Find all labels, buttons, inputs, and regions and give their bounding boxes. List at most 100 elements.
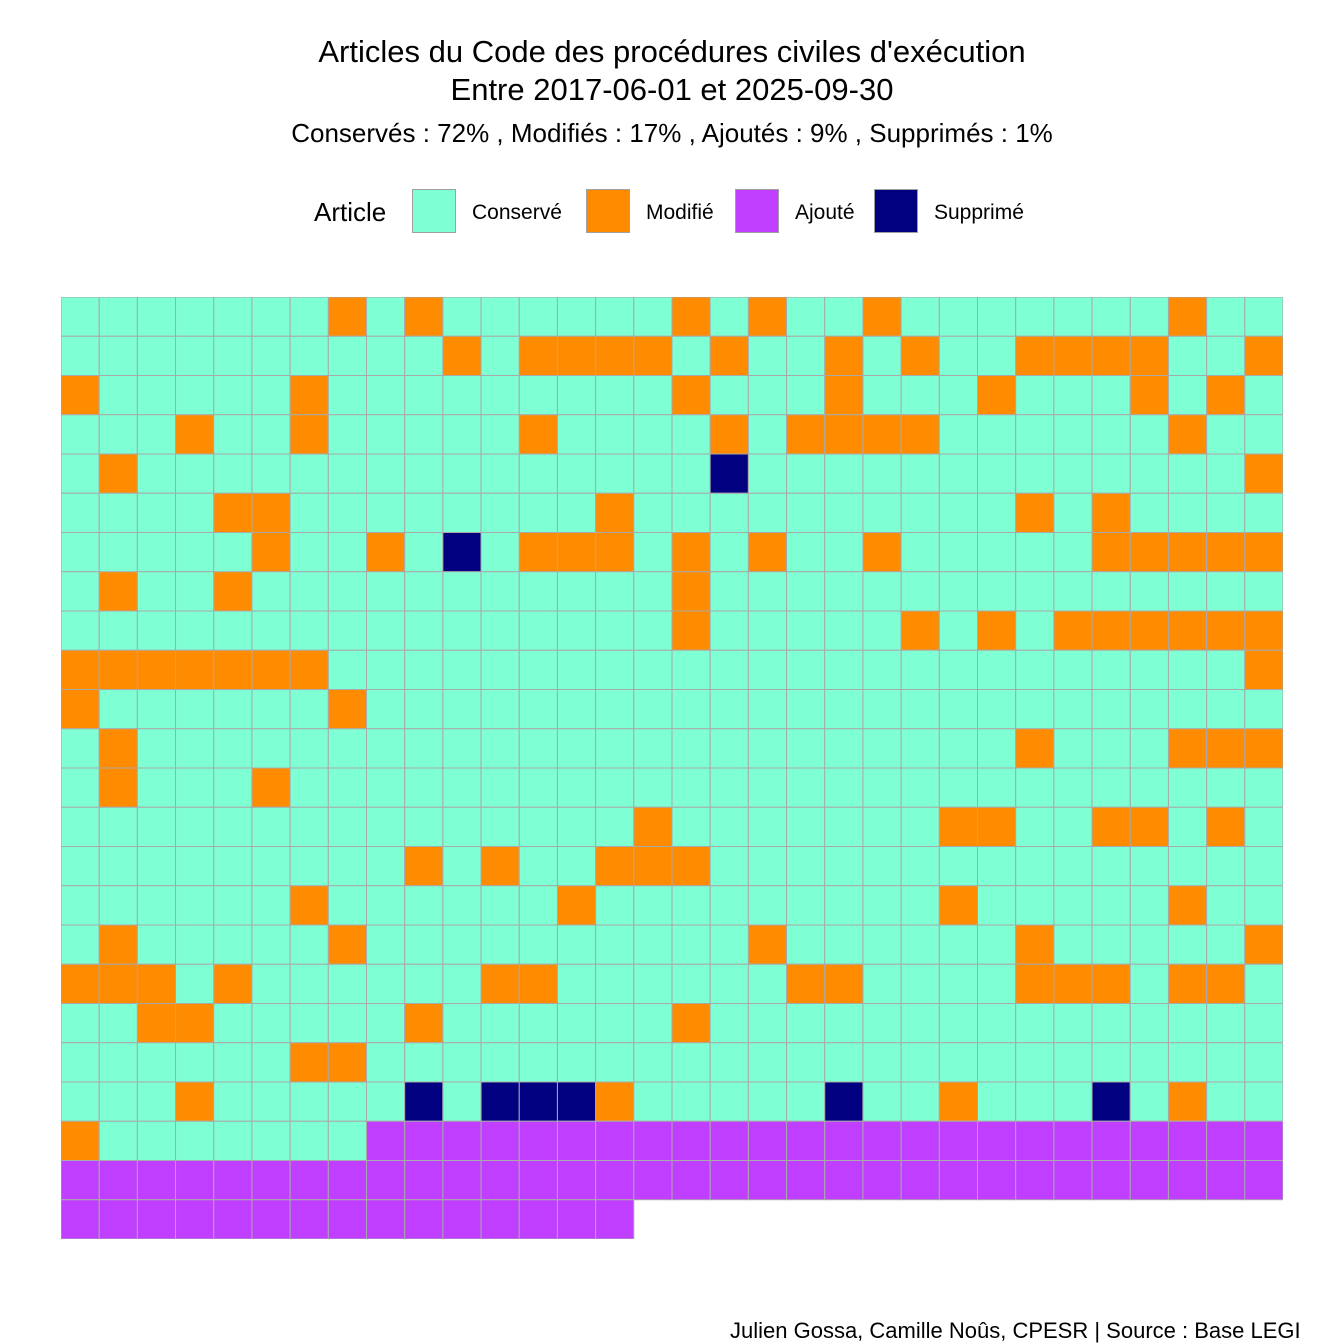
cell-conserve <box>327 1003 367 1044</box>
cell-conserve <box>175 806 215 847</box>
cell-conserve <box>480 1042 520 1083</box>
cell-conserve <box>1129 1042 1169 1083</box>
cell-conserve <box>327 571 367 612</box>
cell-modifie <box>747 532 788 573</box>
cell-conserve <box>747 335 788 376</box>
cell-conserve <box>977 297 1017 337</box>
cell-modifie <box>136 1003 177 1044</box>
cell-modifie <box>824 335 864 376</box>
cell-conserve <box>136 610 177 651</box>
cell-conserve <box>900 767 940 808</box>
cell-conserve <box>938 492 978 533</box>
cell-conserve <box>824 571 864 612</box>
cell-ajoute <box>98 1160 138 1201</box>
cell-conserve <box>786 610 826 651</box>
cell-modifie <box>98 767 138 808</box>
cell-conserve <box>1053 532 1093 573</box>
cell-conserve <box>938 924 978 965</box>
cell-modifie <box>442 335 482 376</box>
cell-modifie <box>1167 1081 1208 1122</box>
cell-conserve <box>404 414 444 455</box>
cell-conserve <box>98 885 138 926</box>
cell-ajoute <box>327 1160 367 1201</box>
legend-label-ajoute: Ajouté <box>795 201 855 224</box>
cell-conserve <box>61 806 100 847</box>
cell-modifie <box>61 1120 100 1161</box>
cell-conserve <box>518 924 558 965</box>
cell-conserve <box>824 885 864 926</box>
cell-conserve <box>136 492 177 533</box>
cell-conserve <box>366 335 406 376</box>
cell-modifie <box>518 963 558 1004</box>
cell-conserve <box>709 963 749 1004</box>
cell-conserve <box>213 728 253 769</box>
cell-modifie <box>327 689 367 730</box>
cell-conserve <box>1129 924 1169 965</box>
cell-modifie <box>671 1003 711 1044</box>
cell-modifie <box>366 532 406 573</box>
cell-conserve <box>1244 414 1283 455</box>
cell-conserve <box>136 728 177 769</box>
cell-conserve <box>289 689 329 730</box>
cell-modifie <box>1244 453 1283 494</box>
cell-modifie <box>98 649 138 690</box>
cell-conserve <box>595 1042 635 1083</box>
cell-conserve <box>136 414 177 455</box>
cell-conserve <box>709 689 749 730</box>
cell-conserve <box>633 414 673 455</box>
cell-conserve <box>1129 885 1169 926</box>
cell-conserve <box>1091 689 1131 730</box>
cell-conserve <box>518 1042 558 1083</box>
cell-modifie <box>1053 610 1093 651</box>
cell-modifie <box>61 963 100 1004</box>
cell-conserve <box>709 532 749 573</box>
cell-conserve <box>1015 767 1055 808</box>
cell-conserve <box>213 1042 253 1083</box>
cell-modifie <box>404 297 444 337</box>
cell-conserve <box>747 610 788 651</box>
cell-conserve <box>938 767 978 808</box>
cell-conserve <box>977 453 1017 494</box>
cell-conserve <box>404 649 444 690</box>
cell-conserve <box>1244 375 1283 416</box>
cell-conserve <box>709 1042 749 1083</box>
cell-conserve <box>709 571 749 612</box>
cell-conserve <box>633 689 673 730</box>
cell-conserve <box>556 806 597 847</box>
cell-ajoute <box>633 1120 673 1161</box>
cell-conserve <box>213 767 253 808</box>
cell-modifie <box>786 963 826 1004</box>
cell-conserve <box>289 532 329 573</box>
cell-conserve <box>633 1042 673 1083</box>
cell-conserve <box>786 453 826 494</box>
cell-conserve <box>595 885 635 926</box>
cell-conserve <box>671 414 711 455</box>
cell-conserve <box>671 689 711 730</box>
cell-conserve <box>747 1003 788 1044</box>
cell-conserve <box>1244 492 1283 533</box>
cell-ajoute <box>709 1120 749 1161</box>
cell-conserve <box>824 806 864 847</box>
cell-conserve <box>824 453 864 494</box>
cell-conserve <box>175 963 215 1004</box>
cell-conserve <box>480 728 520 769</box>
cell-ajoute <box>1129 1120 1169 1161</box>
cell-conserve <box>1167 335 1208 376</box>
cell-modifie <box>1167 414 1208 455</box>
cell-modifie <box>251 492 291 533</box>
cell-conserve <box>404 610 444 651</box>
legend-title: Article <box>314 197 387 227</box>
cell-modifie <box>251 649 291 690</box>
cell-conserve <box>786 492 826 533</box>
cell-modifie <box>1167 297 1208 337</box>
cell-conserve <box>938 963 978 1004</box>
cell-conserve <box>289 335 329 376</box>
cell-conserve <box>1244 963 1283 1004</box>
cell-conserve <box>824 846 864 887</box>
cell-modifie <box>671 571 711 612</box>
cell-conserve <box>556 728 597 769</box>
cell-conserve <box>98 1003 138 1044</box>
cell-modifie <box>1167 610 1208 651</box>
cell-conserve <box>633 885 673 926</box>
cell-conserve <box>1129 846 1169 887</box>
